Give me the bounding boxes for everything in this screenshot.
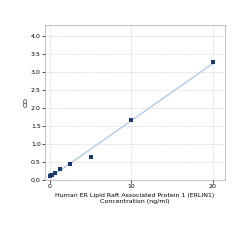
Point — [88, 155, 92, 159]
Point — [211, 60, 215, 64]
Point — [53, 171, 57, 175]
Point — [58, 167, 62, 171]
Point — [68, 162, 72, 166]
Y-axis label: OD: OD — [23, 98, 28, 108]
Point — [50, 172, 54, 176]
Point — [49, 173, 53, 177]
Point — [129, 118, 133, 122]
Point — [48, 174, 52, 178]
X-axis label: Human ER Lipid Raft Associated Protein 1 (ERLIN1)
Concentration (ng/ml): Human ER Lipid Raft Associated Protein 1… — [56, 193, 214, 204]
